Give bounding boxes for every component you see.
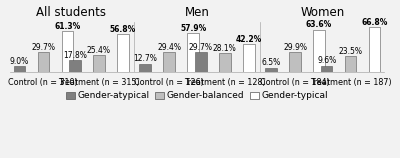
Bar bbox=[243, 44, 254, 72]
Bar bbox=[195, 52, 206, 72]
Bar bbox=[265, 68, 277, 72]
Bar bbox=[219, 53, 230, 72]
Bar bbox=[38, 52, 49, 72]
Bar bbox=[14, 66, 25, 72]
Text: 17.8%: 17.8% bbox=[63, 51, 87, 60]
Text: 42.2%: 42.2% bbox=[236, 34, 262, 43]
Legend: Gender-atypical, Gender-balanced, Gender-typical: Gender-atypical, Gender-balanced, Gender… bbox=[62, 88, 332, 104]
Bar bbox=[289, 52, 301, 72]
Bar bbox=[62, 31, 73, 72]
Bar bbox=[117, 34, 129, 72]
Bar bbox=[345, 56, 356, 72]
Text: 6.5%: 6.5% bbox=[262, 58, 281, 67]
Text: 61.3%: 61.3% bbox=[54, 22, 80, 31]
Text: 57.9%: 57.9% bbox=[180, 24, 206, 33]
Bar bbox=[140, 64, 151, 72]
Text: 29.4%: 29.4% bbox=[157, 43, 181, 52]
Text: 9.6%: 9.6% bbox=[317, 56, 336, 65]
Text: 29.7%: 29.7% bbox=[31, 43, 55, 52]
Bar bbox=[369, 27, 380, 72]
Text: 56.8%: 56.8% bbox=[110, 25, 136, 34]
Bar bbox=[321, 66, 332, 72]
Text: 28.1%: 28.1% bbox=[213, 44, 237, 53]
Bar bbox=[93, 55, 105, 72]
Bar bbox=[164, 52, 175, 72]
Text: 23.5%: 23.5% bbox=[339, 47, 363, 56]
Text: 9.0%: 9.0% bbox=[10, 57, 29, 66]
Text: All students: All students bbox=[36, 6, 106, 19]
Text: 63.6%: 63.6% bbox=[306, 20, 332, 29]
Bar bbox=[313, 30, 325, 72]
Text: 12.7%: 12.7% bbox=[133, 54, 157, 63]
Text: Men: Men bbox=[184, 6, 210, 19]
Text: 25.4%: 25.4% bbox=[87, 46, 111, 55]
Text: Women: Women bbox=[301, 6, 345, 19]
Bar bbox=[69, 60, 81, 72]
Text: 29.9%: 29.9% bbox=[283, 43, 307, 52]
Bar bbox=[188, 33, 199, 72]
Text: 66.8%: 66.8% bbox=[362, 18, 388, 27]
Text: 29.7%: 29.7% bbox=[189, 43, 213, 52]
